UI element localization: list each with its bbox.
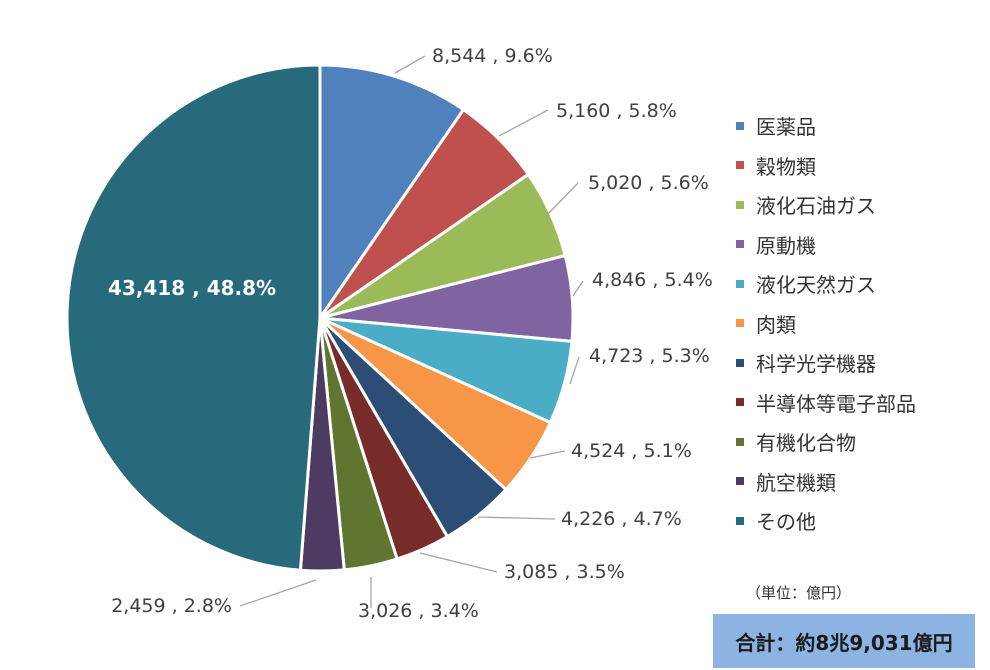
- pie-slice: [65, 63, 322, 572]
- legend-label: その他: [756, 510, 816, 535]
- data-label: 4,226 , 4.7%: [561, 508, 682, 530]
- leader-line: [477, 516, 556, 520]
- legend-swatch: [736, 240, 744, 249]
- legend-swatch: [736, 358, 744, 367]
- data-label: 43,418 , 48.8%: [108, 276, 276, 300]
- pie-slice: [318, 63, 466, 323]
- legend-item: 半導体等電子部品: [736, 383, 986, 423]
- leader-line: [547, 182, 579, 215]
- data-label: 5,020 , 5.6%: [588, 172, 709, 194]
- pie-slices: [65, 63, 575, 573]
- legend-swatch: [736, 279, 744, 288]
- legend-swatch: [736, 319, 744, 328]
- leader-line: [498, 109, 549, 137]
- legend-label: 原動機: [756, 233, 816, 258]
- data-labels: 8,544 , 9.6% 5,160 , 5.8% 5,020 , 5.6% 4,84…: [108, 45, 713, 622]
- legend-item: 液化天然ガス: [736, 264, 986, 304]
- leader-lines: [239, 55, 584, 608]
- legend-swatch: [736, 398, 744, 407]
- legend-item: 液化石油ガス: [736, 185, 986, 225]
- legend-item: その他: [736, 501, 986, 541]
- legend-label: 航空機類: [756, 470, 836, 495]
- legend-swatch: [736, 161, 744, 170]
- legend-swatch: [736, 200, 744, 209]
- data-label: 5,160 , 5.8%: [556, 100, 677, 122]
- total-label: 合計：約8兆9,031億円: [735, 630, 953, 655]
- legend-label: 半導体等電子部品: [756, 391, 916, 416]
- legend-label: 液化石油ガス: [756, 194, 876, 219]
- leader-line: [529, 450, 566, 459]
- data-label: 3,085 , 3.5%: [504, 561, 625, 583]
- total-box: 合計：約8兆9,031億円: [713, 614, 975, 668]
- legend-label: 肉類: [756, 312, 796, 337]
- data-label: 4,723 , 5.3%: [589, 345, 710, 367]
- legend-swatch: [736, 121, 744, 130]
- legend-item: 肉類: [736, 304, 986, 344]
- data-label: 2,459 , 2.8%: [111, 595, 232, 617]
- legend-item: 穀物類: [736, 146, 986, 186]
- leader-line: [419, 552, 498, 573]
- legend-label: 有機化合物: [756, 431, 856, 456]
- data-label: 4,524 , 5.1%: [571, 440, 692, 462]
- legend-item: 医薬品: [736, 106, 986, 146]
- legend-item: 有機化合物: [736, 422, 986, 462]
- legend-swatch: [736, 477, 744, 486]
- legend-swatch: [736, 437, 744, 446]
- legend-item: 科学光学機器: [736, 343, 986, 383]
- leader-line: [572, 280, 584, 297]
- data-label: 4,846 , 5.4%: [592, 269, 713, 291]
- unit-note: （単位：億円）: [746, 584, 852, 602]
- data-label: 3,026 , 3.4%: [358, 600, 479, 622]
- leader-line: [569, 356, 580, 385]
- legend-label: 穀物類: [756, 154, 816, 179]
- legend-item: 航空機類: [736, 462, 986, 502]
- legend-label: 液化天然ガス: [756, 273, 876, 298]
- data-label: 8,544 , 9.6%: [432, 45, 553, 67]
- leader-line: [394, 55, 426, 74]
- legend-label: 科学光学機器: [756, 352, 876, 377]
- leader-line: [239, 579, 317, 607]
- legend: 医薬品穀物類液化石油ガス 原動機液化天然ガス 肉類科学光学機器半導体等電子部品 有機化…: [736, 106, 986, 541]
- legend-label: 医薬品: [756, 115, 816, 140]
- legend-swatch: [736, 516, 744, 525]
- legend-item: 原動機: [736, 225, 986, 265]
